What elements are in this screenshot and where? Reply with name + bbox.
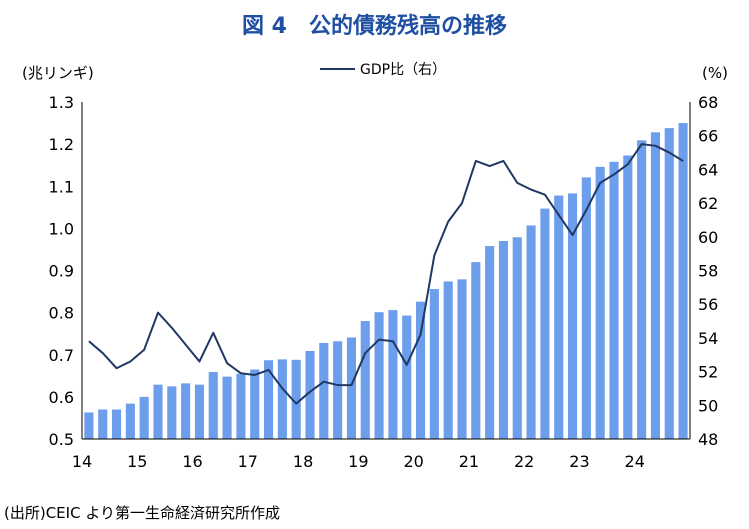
right-tick-label: 66 xyxy=(698,127,718,146)
x-axis-ticks: 14 15 16 17 18 19 20 21 22 23 24 xyxy=(72,452,645,471)
bar-22Q2 xyxy=(540,208,550,439)
bar-20Q4 xyxy=(457,279,467,439)
right-tick-label: 50 xyxy=(698,396,718,415)
x-tick-label: 19 xyxy=(348,452,368,471)
x-tick-label: 16 xyxy=(182,452,202,471)
left-tick-label: 1.2 xyxy=(49,135,74,154)
right-tick-label: 54 xyxy=(698,329,718,348)
left-axis-unit: (兆リンギ) xyxy=(22,64,94,82)
bar-21Q2 xyxy=(485,246,495,439)
bar-24Q1 xyxy=(637,140,647,439)
x-tick-label: 15 xyxy=(127,452,147,471)
bar-14Q2 xyxy=(98,409,108,439)
bar-14Q1 xyxy=(84,412,94,439)
bar-18Q4 xyxy=(346,337,357,439)
left-tick-label: 1.3 xyxy=(49,93,74,112)
bar-15Q2 xyxy=(153,384,163,439)
x-tick-label: 20 xyxy=(403,452,423,471)
bar-20Q3 xyxy=(443,281,453,439)
bar-20Q1 xyxy=(415,301,426,439)
bar-24Q4 xyxy=(678,123,688,439)
bar-19Q1 xyxy=(360,321,370,439)
bar-18Q1 xyxy=(305,350,315,439)
bar-19Q3 xyxy=(388,310,398,439)
bar-15Q3 xyxy=(167,386,177,439)
right-axis-unit: (%) xyxy=(702,64,728,82)
left-tick-label: 0.5 xyxy=(49,430,74,449)
bar-21Q4 xyxy=(512,237,522,439)
x-tick-label: 21 xyxy=(459,452,479,471)
bar-16Q3 xyxy=(222,376,232,439)
chart-title: 図 4 公的債務残高の推移 xyxy=(242,14,507,39)
right-tick-label: 52 xyxy=(698,363,718,382)
bar-22Q4 xyxy=(567,193,578,439)
bar-15Q1 xyxy=(139,396,149,440)
x-tick-label: 14 xyxy=(72,452,92,471)
bars-group xyxy=(84,123,688,440)
right-tick-label: 64 xyxy=(698,160,718,179)
left-tick-label: 0.6 xyxy=(49,388,74,407)
bar-17Q4 xyxy=(291,359,301,439)
bar-23Q4 xyxy=(623,155,633,439)
source-note: (出所)CEIC より第一生命経済研究所作成 xyxy=(4,504,281,522)
left-tick-label: 1.0 xyxy=(49,219,74,238)
bar-17Q1 xyxy=(250,369,260,439)
right-tick-label: 58 xyxy=(698,262,718,281)
x-tick-label: 17 xyxy=(238,452,258,471)
bar-22Q1 xyxy=(526,225,536,439)
bar-21Q1 xyxy=(471,262,481,439)
gdp-ratio-line xyxy=(88,143,684,405)
legend-entry-gdp-ratio: GDP比（右） xyxy=(360,62,446,78)
right-axis-ticks: 48 50 52 54 56 58 60 62 64 66 68 xyxy=(698,93,718,449)
left-tick-label: 0.9 xyxy=(49,262,74,281)
bar-16Q1 xyxy=(194,384,205,439)
bar-18Q3 xyxy=(333,341,343,439)
line-group xyxy=(88,143,684,405)
x-tick-label: 22 xyxy=(514,452,534,471)
left-axis-ticks: 0.5 0.6 0.7 0.8 0.9 1.0 1.1 1.2 1.3 xyxy=(49,93,74,449)
bar-16Q2 xyxy=(208,372,218,439)
bar-17Q3 xyxy=(277,359,287,439)
bar-15Q4 xyxy=(181,383,191,439)
bar-19Q2 xyxy=(374,312,384,439)
legend: GDP比（右） xyxy=(320,62,446,78)
left-tick-label: 1.1 xyxy=(49,177,74,196)
x-tick-label: 23 xyxy=(569,452,589,471)
right-tick-label: 68 xyxy=(698,93,718,112)
bar-20Q2 xyxy=(429,289,439,439)
right-tick-label: 60 xyxy=(698,228,718,247)
bar-21Q3 xyxy=(498,241,509,439)
bar-23Q3 xyxy=(609,161,619,439)
axes-group xyxy=(81,102,691,440)
bar-22Q3 xyxy=(554,195,564,439)
bar-18Q2 xyxy=(319,342,329,439)
bar-14Q4 xyxy=(125,403,135,439)
bar-14Q3 xyxy=(111,409,122,439)
right-tick-label: 48 xyxy=(698,430,718,449)
right-tick-label: 62 xyxy=(698,194,718,213)
bar-24Q3 xyxy=(664,128,674,439)
bar-16Q4 xyxy=(236,373,246,439)
x-tick-label: 18 xyxy=(293,452,313,471)
x-tick-label: 24 xyxy=(625,452,645,471)
bar-19Q4 xyxy=(402,315,412,439)
left-tick-label: 0.7 xyxy=(49,346,74,365)
left-tick-label: 0.8 xyxy=(49,304,74,323)
bar-23Q1 xyxy=(581,177,591,439)
bar-23Q2 xyxy=(595,166,605,439)
bar-17Q2 xyxy=(263,360,274,439)
right-tick-label: 56 xyxy=(698,295,718,314)
bar-24Q2 xyxy=(650,132,661,439)
